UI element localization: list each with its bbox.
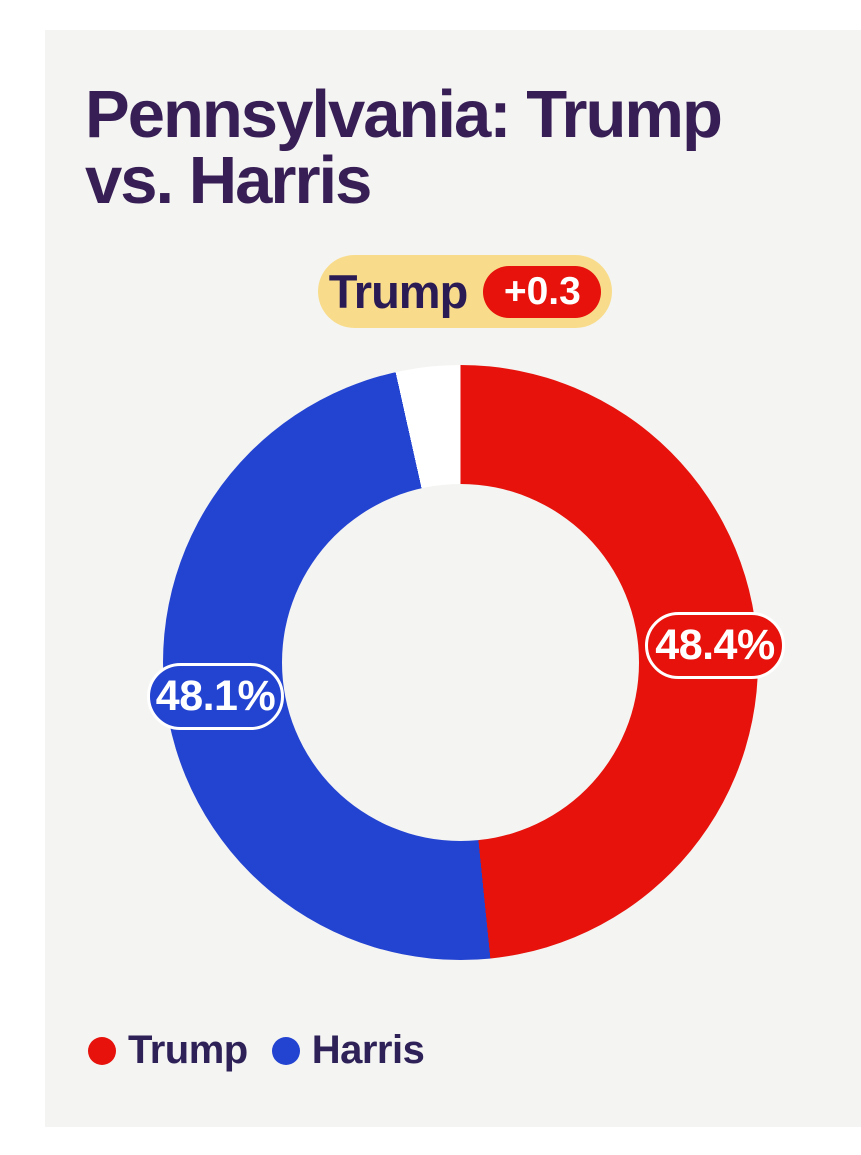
legend-item-trump: Trump [88, 1028, 248, 1073]
harris-legend-dot [271, 1036, 300, 1065]
trump-legend-dot [88, 1036, 116, 1065]
chart-title: Pennsylvania: Trump vs. Harris [85, 77, 723, 218]
leader-name: Trump [328, 265, 469, 318]
trump-slice-label: 48.4% [645, 612, 785, 679]
legend-item-harris: Harris [271, 1028, 425, 1073]
chart-title-line2: vs. Harris [85, 143, 372, 218]
poll-card: Pennsylvania: Trump vs. Harris Trump +0.… [45, 30, 861, 1127]
harris-legend-label: Harris [311, 1028, 425, 1072]
leader-margin-pill: +0.3 [483, 265, 602, 318]
trump-legend-label: Trump [128, 1028, 248, 1072]
harris-slice-label: 48.1% [147, 663, 284, 730]
leader-badge: Trump +0.3 [318, 255, 612, 328]
legend: Trump Harris [88, 1028, 425, 1073]
chart-title-line1: Pennsylvania: Trump [85, 77, 723, 152]
donut-hole [282, 484, 639, 841]
